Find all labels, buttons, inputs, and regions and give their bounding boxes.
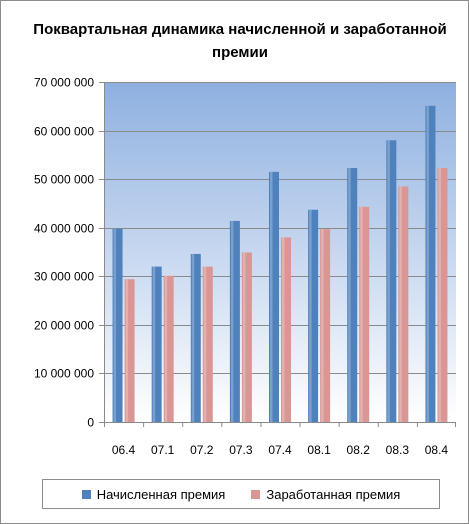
y-tick-label: 70 000 000: [34, 76, 94, 90]
x-tick-label: 07.2: [190, 443, 214, 457]
bar-highlight: [399, 186, 402, 422]
bar-highlight: [125, 279, 129, 422]
y-tick-label: 20 000 000: [34, 319, 94, 333]
bar-accrued: [308, 209, 319, 422]
bars: [112, 105, 448, 423]
y-tick-labels: 0 10 000 000 20 000 000 30 000 000 40 000 00…: [34, 76, 94, 430]
bar-accrued: [347, 167, 358, 422]
bar-highlight: [203, 266, 207, 422]
bar-earned: [359, 206, 370, 422]
y-tick-label: 30 000 000: [34, 270, 94, 284]
bar-highlight: [309, 209, 312, 422]
y-tick-label: 60 000 000: [34, 125, 94, 139]
legend: Начисленная премия Заработанная премия: [42, 479, 440, 509]
bar-accrued: [269, 171, 279, 422]
bar-accrued: [229, 220, 240, 422]
bar-accrued: [112, 228, 123, 422]
bar-highlight: [426, 105, 429, 423]
legend-label-earned: Заработанная премия: [266, 486, 401, 502]
bar-highlight: [164, 275, 168, 422]
x-tick-label: 08.3: [386, 443, 410, 457]
bar-highlight: [152, 266, 156, 422]
gridlines: [99, 82, 456, 423]
x-tick-label: 08.1: [307, 443, 331, 457]
legend-swatch-accrued: [81, 489, 91, 499]
x-tick-label: 07.4: [268, 443, 292, 457]
bar-highlight: [270, 171, 273, 422]
bar-earned: [202, 266, 213, 422]
bar-highlight: [113, 228, 117, 422]
bar-earned: [437, 167, 448, 422]
bar-highlight: [230, 220, 234, 422]
legend-label-accrued: Начисленная премия: [96, 486, 226, 502]
bar-highlight: [321, 229, 324, 422]
y-tick-label: 40 000 000: [34, 222, 94, 236]
bar-highlight: [387, 140, 390, 423]
legend-item-earned: Заработанная премия: [251, 487, 400, 502]
bar-earned: [320, 229, 331, 422]
bar-highlight: [348, 167, 351, 422]
bar-accrued: [190, 253, 201, 422]
bar-highlight: [242, 252, 246, 422]
bar-accrued: [386, 140, 397, 423]
x-tick-label: 08.2: [347, 443, 371, 457]
y-tick-label: 0: [87, 416, 94, 430]
axes: [104, 82, 456, 427]
y-tick-label: 10 000 000: [34, 367, 94, 381]
x-tick-label: 08.4: [425, 443, 449, 457]
x-tick-labels: 06.4 07.1 07.2 07.3 07.4 08.1 08.2 08.3 08.4: [112, 443, 449, 457]
bar-highlight: [360, 206, 363, 422]
x-tick-label: 07.3: [229, 443, 253, 457]
legend-item-accrued: Начисленная премия: [81, 486, 226, 502]
bar-earned: [398, 186, 409, 422]
bar-accrued: [151, 266, 162, 422]
bar-earned: [163, 275, 174, 422]
x-tick-label: 07.1: [151, 443, 175, 457]
legend-swatch-earned: [251, 489, 261, 499]
bar-earned: [281, 237, 291, 422]
plot-area: [104, 82, 456, 422]
bar-highlight: [191, 253, 195, 422]
bar-earned: [124, 279, 135, 422]
chart-title: Поквартальная динамика начисленной и зар…: [33, 21, 447, 61]
bar-earned: [241, 252, 252, 422]
bar-highlight: [282, 237, 285, 422]
x-tick-label: 06.4: [112, 443, 136, 457]
y-tick-label: 50 000 000: [34, 173, 94, 187]
bar-accrued: [425, 105, 436, 423]
bar-highlight: [438, 167, 441, 422]
